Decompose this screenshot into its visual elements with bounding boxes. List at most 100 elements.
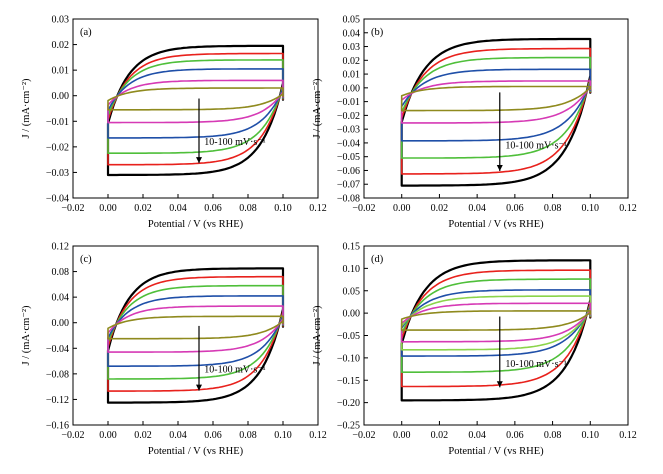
x-axis-title: Potential / V (vs RHE) bbox=[148, 446, 244, 457]
x-tick-label: 0.08 bbox=[239, 430, 257, 441]
y-tick-label: 0.04 bbox=[52, 293, 70, 304]
x-tick-label: 0.06 bbox=[506, 430, 524, 441]
plot-frame bbox=[72, 245, 319, 426]
y-tick-label: 0.08 bbox=[52, 267, 70, 278]
y-axis-title: J / (mA·cm⁻²) bbox=[21, 78, 32, 139]
x-tick-label: 0.04 bbox=[169, 430, 187, 441]
y-tick-label: −0.06 bbox=[337, 166, 360, 177]
y-tick-label: −0.01 bbox=[337, 97, 360, 108]
y-tick-label: 0.00 bbox=[343, 83, 361, 94]
y-tick-label: −0.20 bbox=[337, 398, 360, 409]
y-tick-label: −0.10 bbox=[337, 353, 360, 364]
y-tick-label: 0.00 bbox=[52, 318, 70, 329]
y-tick-label: 0.03 bbox=[52, 15, 70, 26]
cv-series-6 bbox=[400, 85, 592, 112]
y-tick-label: 0.10 bbox=[343, 264, 361, 275]
x-axis-title: Potential / V (vs RHE) bbox=[148, 219, 244, 230]
y-axis-title: J / (mA·cm⁻²) bbox=[21, 305, 32, 366]
arrow-head bbox=[496, 164, 503, 171]
y-tick-label: −0.04 bbox=[337, 138, 360, 149]
y-tick-label: −0.16 bbox=[46, 421, 69, 432]
y-tick-label: 0.02 bbox=[343, 56, 361, 67]
x-tick-label: 0.06 bbox=[506, 203, 524, 214]
x-tick-label: 0.00 bbox=[393, 203, 411, 214]
y-tick-label: −0.15 bbox=[337, 376, 360, 387]
arrow-head bbox=[196, 157, 202, 164]
y-tick-label: −0.04 bbox=[46, 194, 69, 205]
x-tick-label: 0.12 bbox=[309, 430, 327, 441]
x-tick-label: 0.02 bbox=[134, 203, 152, 214]
y-tick-label: −0.05 bbox=[337, 331, 360, 342]
y-tick-label: 0.01 bbox=[52, 66, 70, 77]
panel-d: −0.02 0.00 0.02 0.04 0.06 0.08 0.10 0.12 −0.25 −0… bbox=[312, 242, 637, 458]
x-tick-label: 0.10 bbox=[274, 203, 292, 214]
y-tick-label: 0.02 bbox=[52, 40, 70, 51]
y-tick-label: −0.08 bbox=[46, 369, 69, 380]
cv-series-6 bbox=[107, 315, 284, 340]
cv-series-6 bbox=[400, 302, 592, 343]
y-tick-label: 0.00 bbox=[52, 91, 70, 102]
x-tick-label: 0.02 bbox=[431, 430, 449, 441]
y-tick-label: 0.04 bbox=[343, 28, 361, 39]
x-tick-label: 0.00 bbox=[393, 430, 411, 441]
arrow-head bbox=[496, 381, 503, 388]
x-tick-label: 0.10 bbox=[582, 203, 600, 214]
arrow-head bbox=[196, 384, 202, 391]
cv-series-7 bbox=[400, 310, 592, 331]
cv-series-6 bbox=[107, 87, 284, 111]
cv-series-4 bbox=[107, 68, 284, 139]
x-tick-label: 0.02 bbox=[134, 430, 152, 441]
x-tick-label: 0.04 bbox=[169, 203, 187, 214]
y-tick-label: −0.08 bbox=[337, 194, 360, 205]
x-tick-label: 0.08 bbox=[544, 430, 562, 441]
y-tick-label: −0.03 bbox=[337, 125, 360, 136]
panel-label: (b) bbox=[371, 27, 384, 38]
scan-rate-annotation: 10-100 mV·s⁻¹ bbox=[204, 137, 265, 148]
y-tick-label: −0.05 bbox=[337, 152, 360, 163]
y-tick-label: 0.05 bbox=[343, 286, 361, 297]
x-tick-label: 0.08 bbox=[239, 203, 257, 214]
y-tick-label: −0.02 bbox=[46, 142, 69, 153]
panel-b: −0.02 0.00 0.02 0.04 0.06 0.08 0.10 0.12−0.08−0… bbox=[312, 15, 637, 231]
x-axis-title: Potential / V (vs RHE) bbox=[448, 219, 544, 230]
x-tick-label: 0.12 bbox=[309, 203, 327, 214]
y-tick-label: −0.02 bbox=[337, 111, 360, 122]
x-tick-label: 0.12 bbox=[619, 430, 637, 441]
y-tick-label: −0.04 bbox=[46, 344, 69, 355]
panel-label: (a) bbox=[80, 27, 92, 38]
x-tick-label: 0.10 bbox=[274, 430, 292, 441]
y-tick-label: −0.07 bbox=[337, 180, 360, 191]
x-tick-label: 0.10 bbox=[582, 430, 600, 441]
y-tick-label: 0.01 bbox=[343, 70, 361, 81]
x-tick-label: 0.04 bbox=[468, 203, 486, 214]
y-axis-title: J / (mA·cm⁻²) bbox=[312, 305, 323, 366]
cv-series-4 bbox=[400, 68, 592, 142]
x-tick-label: 0.08 bbox=[544, 203, 562, 214]
y-tick-label: −0.25 bbox=[337, 421, 360, 432]
plot-frame bbox=[363, 18, 629, 199]
x-tick-label: 0.12 bbox=[619, 203, 637, 214]
x-tick-label: −0.02 bbox=[61, 430, 84, 441]
scan-rate-annotation: 10-100 mV·s⁻¹ bbox=[204, 364, 265, 375]
panel-label: (d) bbox=[371, 254, 384, 265]
panel-label: (c) bbox=[80, 254, 92, 265]
cv-series-5 bbox=[107, 79, 284, 124]
y-tick-label: 0.15 bbox=[343, 242, 361, 253]
x-tick-label: −0.02 bbox=[352, 430, 375, 441]
panel-c: −0.02 0.00 0.02 0.04 0.06 0.08 0.10 0.12 −0.16 −0… bbox=[21, 242, 327, 458]
y-tick-label: 0.05 bbox=[343, 15, 361, 26]
y-tick-label: 0.00 bbox=[343, 309, 361, 320]
y-tick-label: −0.01 bbox=[46, 117, 69, 128]
x-tick-label: 0.02 bbox=[431, 203, 449, 214]
plot-frame bbox=[72, 18, 319, 199]
x-tick-label: 0.00 bbox=[99, 203, 117, 214]
x-tick-label: −0.02 bbox=[352, 203, 375, 214]
cv-series-1 bbox=[106, 267, 285, 404]
cv-series-5 bbox=[107, 305, 284, 353]
y-tick-label: 0.03 bbox=[343, 42, 361, 53]
panel-a: −0.02 0.00 0.02 0.04 0.06 0.08 0.10 0.12−0.04−0… bbox=[21, 15, 327, 231]
cv-series-4 bbox=[400, 289, 592, 357]
scan-rate-annotation: 10-100 mV·s⁻¹ bbox=[505, 140, 566, 151]
x-tick-label: 0.00 bbox=[99, 430, 117, 441]
